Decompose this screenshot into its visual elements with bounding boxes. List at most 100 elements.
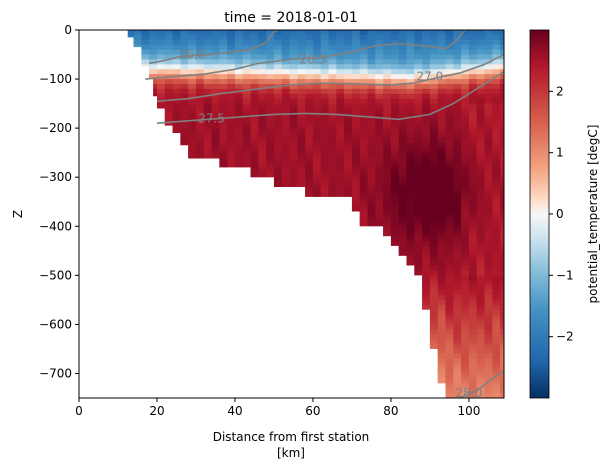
heatmap-cell	[258, 162, 267, 168]
heatmap-cell	[164, 260, 174, 267]
heatmap-cell	[281, 142, 291, 149]
heatmap-cell	[180, 250, 189, 257]
heatmap-cell	[344, 152, 353, 159]
heatmap-cell	[164, 358, 174, 365]
heatmap-cell	[351, 378, 361, 384]
heatmap-cell	[234, 79, 244, 85]
heatmap-cell	[195, 30, 205, 36]
heatmap-cell	[406, 34, 415, 41]
heatmap-cell	[149, 64, 158, 70]
heatmap-cell	[375, 69, 384, 75]
heatmap-cell	[351, 152, 361, 159]
heatmap-cell	[219, 44, 228, 51]
heatmap-cell	[141, 93, 150, 100]
heatmap-cell	[127, 182, 135, 188]
heatmap-cell	[414, 231, 423, 237]
heatmap-cell	[219, 93, 228, 100]
heatmap-cell	[468, 137, 478, 144]
heatmap-cell	[164, 275, 174, 281]
heatmap-cell	[328, 275, 337, 281]
heatmap-cell	[383, 88, 392, 95]
heatmap-cell	[312, 133, 322, 139]
heatmap-cell	[141, 44, 150, 51]
heatmap-cell	[258, 137, 267, 144]
heatmap-cell	[484, 260, 493, 267]
heatmap-cell	[359, 162, 369, 168]
heatmap-cell	[484, 54, 493, 61]
heatmap-cell	[133, 309, 142, 316]
heatmap-cell	[484, 363, 493, 370]
heatmap-cell	[336, 236, 345, 242]
heatmap-cell	[383, 103, 392, 110]
heatmap-cell	[367, 216, 376, 222]
heatmap-cell	[227, 206, 236, 213]
heatmap-cell	[234, 373, 244, 379]
heatmap-cell	[180, 255, 189, 262]
heatmap-cell	[445, 108, 454, 115]
heatmap-cell	[211, 373, 220, 379]
heatmap-cell	[406, 88, 415, 95]
heatmap-cell	[375, 88, 384, 95]
heatmap-cell	[273, 54, 283, 61]
heatmap-cell	[328, 88, 337, 95]
heatmap-cell	[375, 113, 384, 119]
heatmap-cell	[156, 358, 166, 365]
heatmap-cell	[437, 265, 447, 272]
heatmap-cell	[164, 30, 174, 36]
heatmap-cell	[390, 49, 400, 56]
heatmap-cell	[344, 299, 353, 306]
heatmap-cell	[336, 216, 345, 222]
heatmap-cell	[367, 182, 376, 188]
heatmap-cell	[227, 133, 236, 139]
heatmap-cell	[164, 285, 174, 291]
heatmap-cell	[234, 270, 244, 276]
heatmap-cell	[266, 79, 275, 85]
heatmap-cell	[484, 113, 493, 119]
heatmap-cell	[429, 196, 439, 203]
heatmap-cell	[414, 69, 423, 75]
heatmap-cell	[227, 108, 236, 115]
heatmap-cell	[297, 339, 306, 345]
heatmap-cell	[390, 108, 400, 115]
heatmap-cell	[312, 216, 322, 222]
heatmap-cell	[289, 226, 298, 232]
heatmap-cell	[414, 44, 423, 51]
heatmap-cell	[188, 137, 197, 144]
heatmap-cell	[422, 59, 431, 65]
heatmap-cell	[188, 191, 197, 198]
heatmap-cell	[437, 49, 447, 56]
heatmap-cell	[250, 270, 259, 276]
heatmap-cell	[359, 137, 369, 144]
heatmap-cell	[390, 231, 400, 237]
heatmap-cell	[422, 74, 431, 80]
heatmap-cell	[195, 368, 205, 375]
heatmap-cell	[312, 108, 322, 115]
heatmap-cell	[375, 324, 384, 330]
heatmap-cell	[164, 93, 174, 100]
heatmap-cell	[500, 206, 505, 213]
heatmap-cell	[422, 128, 431, 134]
heatmap-cell	[445, 172, 454, 178]
heatmap-cell	[453, 157, 462, 164]
heatmap-cell	[127, 344, 135, 350]
heatmap-cell	[414, 388, 423, 394]
heatmap-cell	[336, 79, 345, 85]
heatmap-cell	[273, 339, 283, 345]
heatmap-cell	[156, 162, 166, 168]
heatmap-cell	[172, 236, 181, 242]
heatmap-cell	[227, 137, 236, 144]
heatmap-cell	[367, 118, 376, 124]
heatmap-cell	[492, 147, 501, 154]
heatmap-cell	[383, 324, 392, 330]
heatmap-cell	[211, 240, 220, 247]
heatmap-cell	[375, 152, 384, 159]
heatmap-cell	[219, 324, 228, 330]
heatmap-cell	[281, 294, 291, 301]
heatmap-cell	[437, 177, 447, 183]
heatmap-cell	[203, 383, 213, 389]
heatmap-cell	[219, 226, 228, 232]
heatmap-cell	[390, 373, 400, 379]
heatmap-cell	[398, 147, 408, 154]
heatmap-cell	[180, 59, 189, 65]
heatmap-cell	[305, 216, 314, 222]
